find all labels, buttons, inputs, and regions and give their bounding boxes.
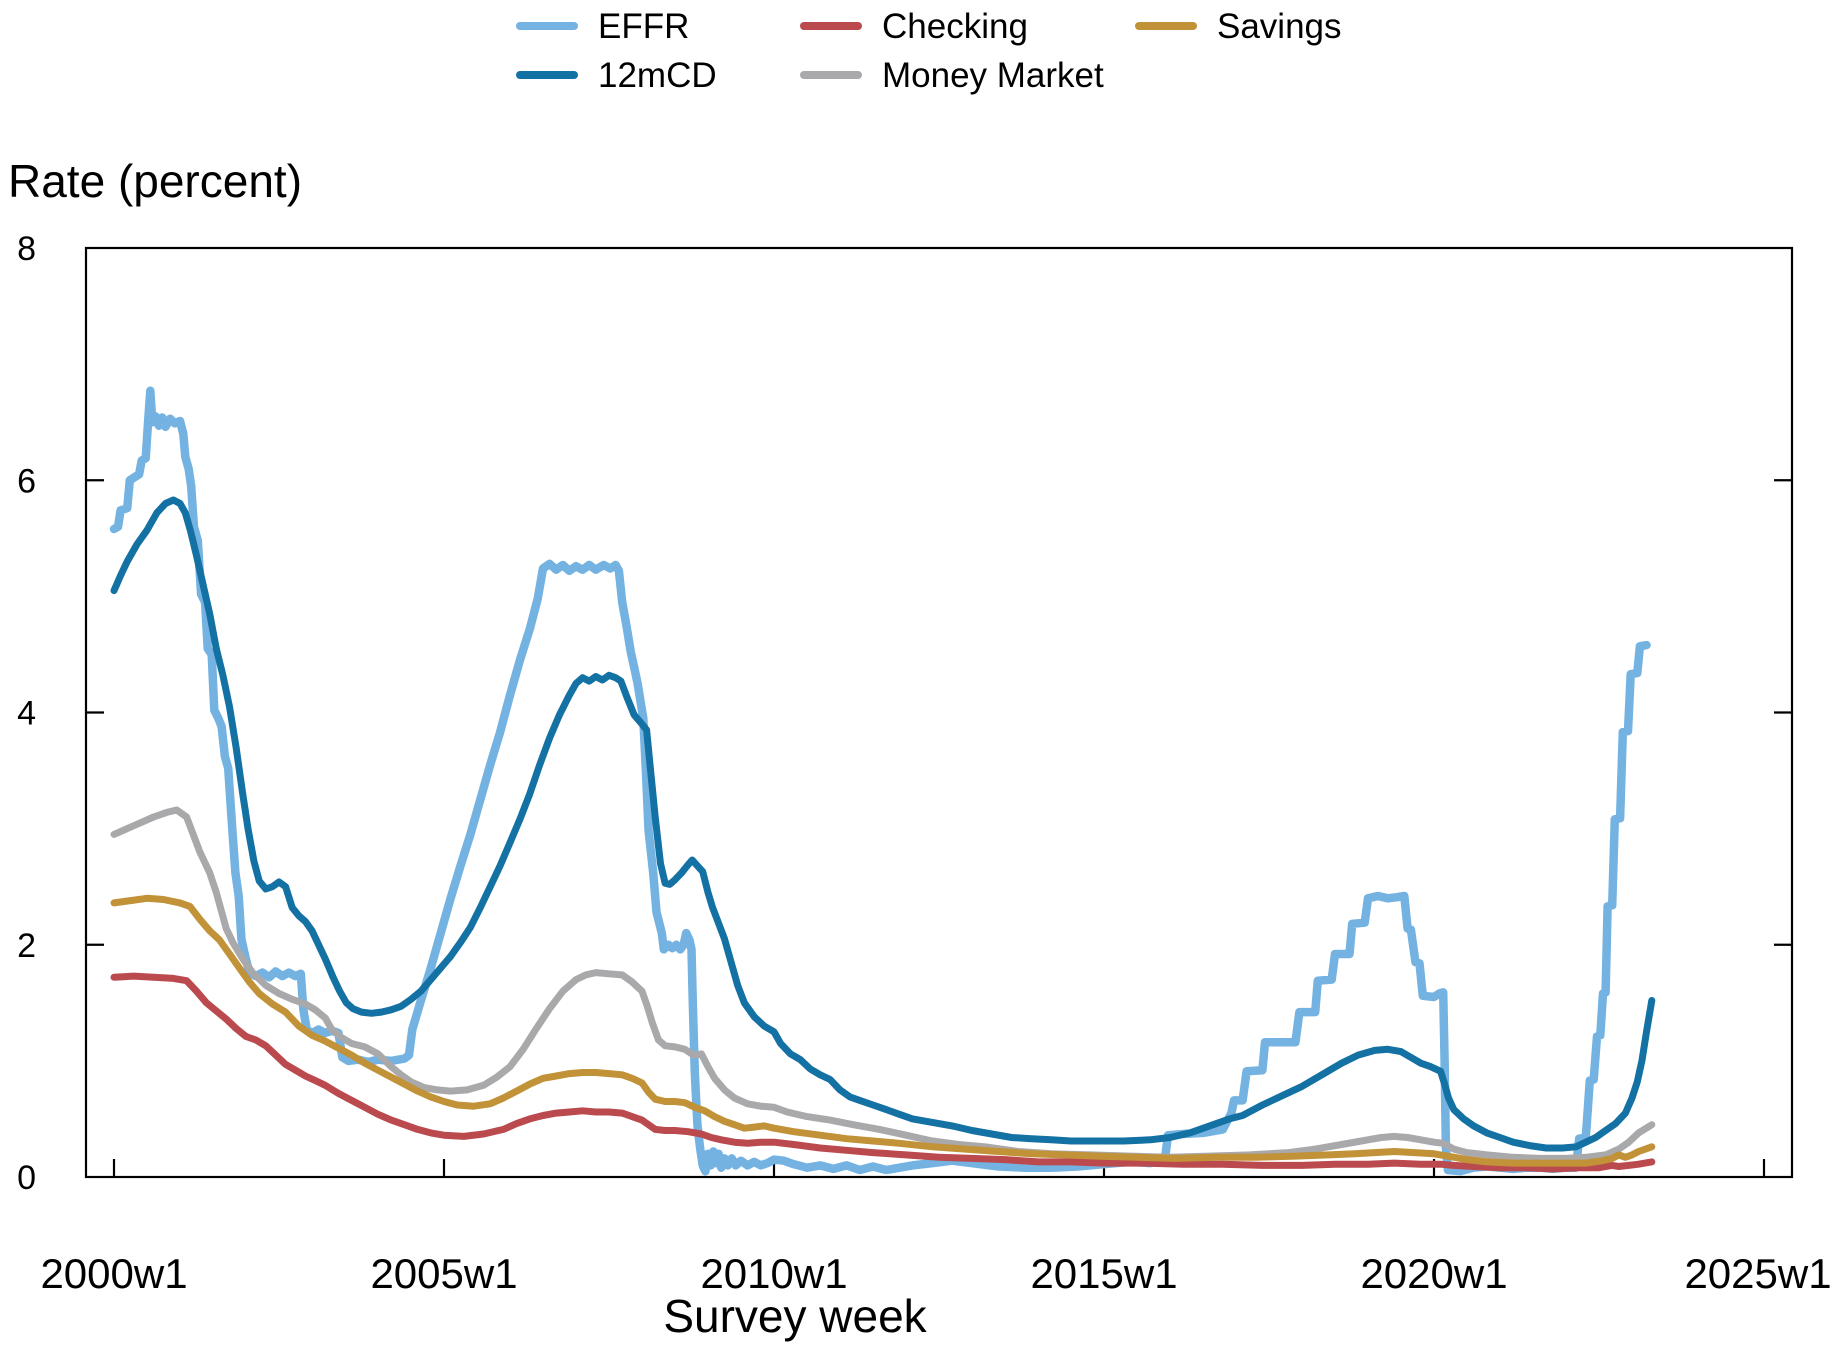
axis-ticks: [86, 479, 1792, 1177]
legend-item-savings: Savings: [1135, 7, 1342, 46]
legend-label: Money Market: [882, 56, 1104, 95]
x-tick-label: 2010w1: [700, 1250, 847, 1297]
legend-label: EFFR: [598, 7, 689, 46]
series-lines: [109, 386, 1656, 1176]
line-checking: [110, 972, 1656, 1173]
y-tick-label: 2: [17, 927, 36, 965]
x-tick-label: 2020w1: [1360, 1250, 1507, 1297]
line-effr: [109, 386, 1651, 1176]
y-tick-labels: 0 2 4 6 8: [17, 230, 36, 1197]
x-tick-label: 2025w1: [1684, 1250, 1831, 1297]
legend-swatch: [800, 22, 862, 30]
legend-swatch: [516, 71, 578, 79]
x-tick-label: 2005w1: [370, 1250, 517, 1297]
x-axis-title: Survey week: [663, 1290, 927, 1342]
y-tick-label: 6: [17, 462, 36, 500]
y-tick-label: 8: [17, 230, 36, 268]
y-tick-label: 0: [17, 1159, 36, 1197]
legend-item-12mcd: 12mCD: [516, 56, 717, 95]
legend-item-checking: Checking: [800, 7, 1028, 46]
legend-label: 12mCD: [598, 56, 717, 95]
legend-swatch: [1135, 22, 1197, 30]
legend-label: Checking: [882, 7, 1028, 46]
legend-swatch: [516, 22, 578, 30]
y-tick-label: 4: [17, 695, 36, 733]
x-tick-label: 2015w1: [1030, 1250, 1177, 1297]
legend-swatch: [800, 71, 862, 79]
line-money-market: [110, 806, 1656, 1162]
line-12mcd: [110, 496, 1656, 1152]
legend: EFFR Checking Savings 12mCD Money Market: [516, 7, 1342, 95]
x-tick-label: 2000w1: [40, 1250, 187, 1297]
x-tick-labels: 2000w1 2005w1 2010w1 2015w1 2020w1 2025w1: [40, 1250, 1831, 1297]
legend-label: Savings: [1217, 7, 1342, 46]
y-axis-title: Rate (percent): [8, 155, 302, 207]
legend-item-money-market: Money Market: [800, 56, 1104, 95]
line-savings: [110, 894, 1656, 1167]
legend-item-effr: EFFR: [516, 7, 689, 46]
